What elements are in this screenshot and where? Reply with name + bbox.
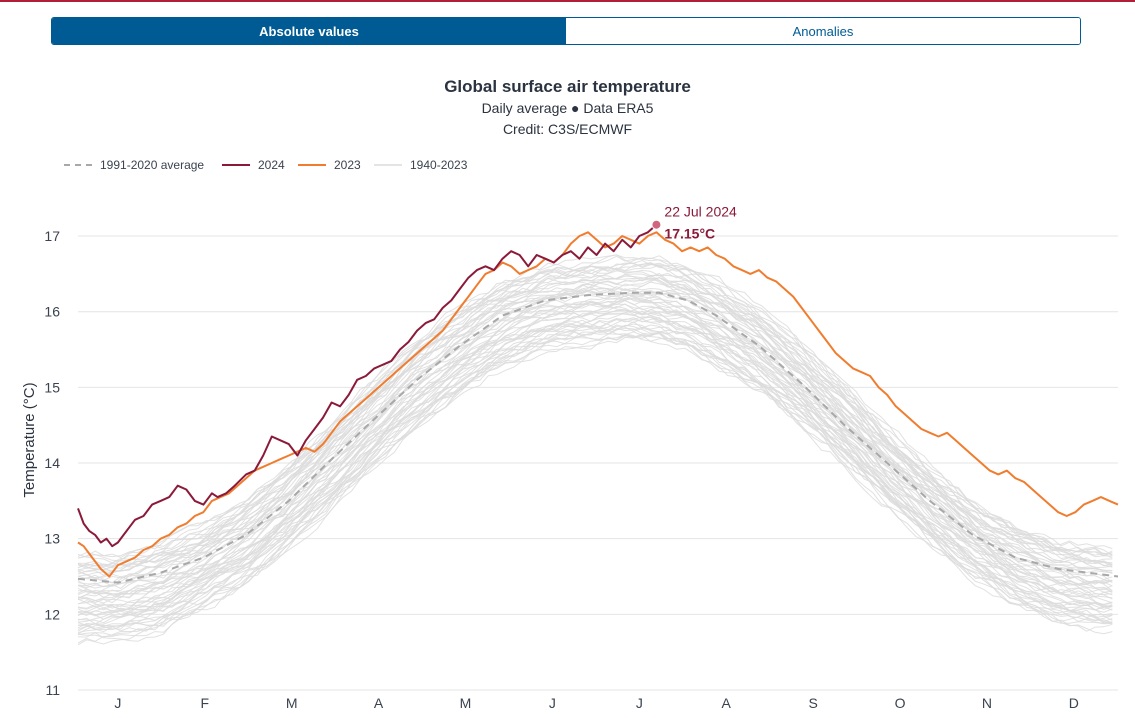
history-line-1940-2023: [77, 329, 1113, 630]
y-axis-label: Temperature (°C): [21, 382, 38, 497]
view-toggle: Absolute values Anomalies: [51, 17, 1081, 45]
history-line-1940-2023: [77, 316, 1113, 624]
x-tick-label: D: [1069, 695, 1079, 711]
peak-marker: [651, 219, 662, 230]
history-lines: [77, 254, 1113, 646]
history-line-1940-2023: [77, 295, 1113, 604]
chart-credit: Credit: C3S/ECMWF: [502, 121, 633, 137]
legend-label: 1991-2020 average: [100, 158, 204, 172]
absolute-values-tab[interactable]: Absolute values: [52, 18, 566, 44]
history-line-1940-2023: [77, 320, 1113, 629]
x-tick-label: F: [201, 695, 210, 711]
x-tick-label: J: [549, 695, 556, 711]
x-tick-label: S: [808, 695, 817, 711]
y-tick-label: 15: [44, 379, 60, 395]
legend-label: 1940-2023: [410, 158, 468, 172]
series-line-average: [77, 291, 1119, 584]
legend[interactable]: 1991-2020 average 2024 2023 1940-2023: [64, 158, 468, 172]
chart-subtitle: Daily average ● Data ERA5: [481, 100, 654, 116]
x-tick-label: N: [982, 695, 992, 711]
history-line-1940-2023: [77, 309, 1113, 620]
history-line-1940-2023: [77, 316, 1113, 626]
history-line-1940-2023: [77, 305, 1113, 614]
history-line-1940-2023: [77, 324, 1113, 631]
x-tick-label: M: [286, 695, 298, 711]
x-tick-label: A: [374, 695, 384, 711]
legend-label: 2024: [258, 158, 285, 172]
top-accent-rule: [0, 0, 1135, 2]
history-line-1940-2023: [77, 334, 1113, 644]
y-tick-label: 14: [44, 455, 60, 471]
anomalies-tab[interactable]: Anomalies: [566, 18, 1080, 44]
history-line-1940-2023: [77, 297, 1113, 602]
history-line-1940-2023: [77, 281, 1113, 581]
series-line-2024: [77, 223, 658, 548]
y-tick-label: 11: [45, 682, 60, 698]
y-tick-label: 13: [44, 531, 60, 547]
legend-label: 2023: [334, 158, 361, 172]
history-line-1940-2023: [77, 327, 1113, 638]
history-line-1940-2023: [77, 294, 1113, 600]
history-line-1940-2023: [77, 264, 1113, 569]
series-line-2023: [77, 231, 1119, 578]
chart-title: Global surface air temperature: [444, 77, 691, 96]
history-line-1940-2023: [77, 286, 1113, 587]
axis-ticks: 11 12 13 14 15 16 17 J F M A M J J A S O N D: [44, 228, 1078, 711]
history-line-1940-2023: [77, 319, 1113, 633]
legend-item[interactable]: 2024: [222, 158, 285, 172]
series-lines: [77, 223, 1119, 584]
x-tick-label: O: [895, 695, 906, 711]
chart-titles: Global surface air temperature Daily ave…: [0, 76, 1135, 140]
legend-item[interactable]: 2023: [298, 158, 361, 172]
history-line-1940-2023: [77, 323, 1113, 632]
annotation-value: 17.15°C: [664, 226, 715, 242]
y-tick-label: 12: [44, 606, 60, 622]
annotation-date: 22 Jul 2024: [664, 204, 737, 220]
history-line-1940-2023: [77, 255, 1113, 558]
history-line-1940-2023: [77, 324, 1113, 636]
y-tick-label: 17: [44, 228, 60, 244]
legend-item[interactable]: 1940-2023: [374, 158, 468, 172]
legend-item[interactable]: 1991-2020 average: [64, 158, 204, 172]
history-line-1940-2023: [77, 274, 1113, 580]
y-tick-label: 16: [44, 304, 60, 320]
grid: [78, 235, 1118, 691]
x-tick-label: A: [722, 695, 732, 711]
history-line-1940-2023: [77, 254, 1113, 559]
x-tick-label: J: [114, 695, 121, 711]
history-line-1940-2023: [77, 279, 1113, 575]
history-line-1940-2023: [77, 332, 1113, 635]
history-line-1940-2023: [77, 305, 1113, 604]
annotation: 22 Jul 2024 17.15°C: [651, 204, 737, 242]
x-tick-label: M: [460, 695, 472, 711]
x-tick-label: J: [636, 695, 643, 711]
history-line-1940-2023: [77, 312, 1113, 623]
